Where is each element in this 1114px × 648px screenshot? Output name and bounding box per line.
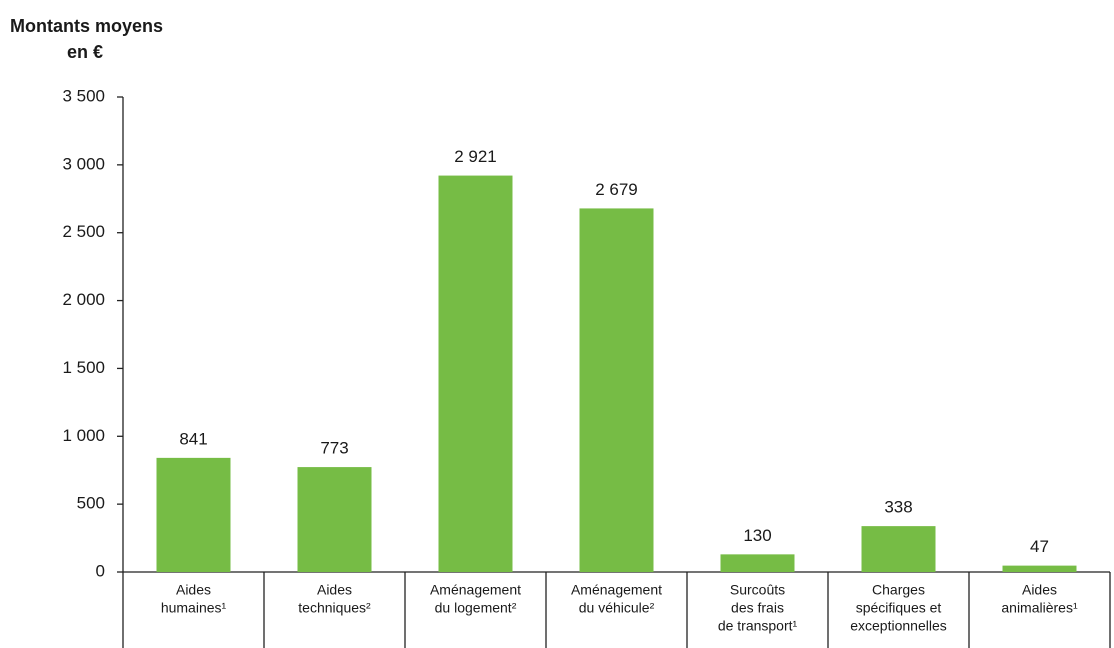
x-tick-label: Aides [317,582,352,598]
value-label: 338 [884,498,912,517]
y-tick-label: 2 500 [62,222,105,241]
x-tick-label: animalières¹ [1001,600,1078,616]
bar [438,175,513,573]
value-label: 2 921 [454,147,497,166]
y-axis-label: Montants moyens [10,16,163,36]
bar [861,526,936,572]
x-tick-label: du véhicule² [579,600,655,616]
bar [156,457,231,572]
y-tick-label: 1 500 [62,358,105,377]
y-tick-label: 3 000 [62,154,105,173]
y-axis-label: en € [67,42,103,62]
x-tick-label: spécifiques et [856,600,942,616]
value-label: 130 [743,526,771,545]
value-label: 841 [179,429,207,448]
y-tick-label: 1 000 [62,426,105,445]
x-tick-label: des frais [731,600,784,616]
value-label: 47 [1030,537,1049,556]
x-tick-label: Surcoûts [730,582,785,598]
x-tick-label: du logement² [435,600,517,616]
x-tick-label: Aides [1022,582,1057,598]
bar [579,208,654,572]
x-tick-label: Aménagement [571,582,662,598]
value-label: 773 [320,439,348,458]
bar [297,467,372,572]
bar [1002,565,1077,572]
x-tick-label: humaines¹ [161,600,227,616]
x-tick-label: Aménagement [430,582,521,598]
x-tick-label: exceptionnelles [850,618,947,634]
y-tick-label: 3 500 [62,86,105,105]
x-tick-label: Charges [872,582,925,598]
y-tick-label: 2 000 [62,290,105,309]
y-tick-label: 500 [77,494,105,513]
x-tick-label: Aides [176,582,211,598]
x-tick-label: techniques² [298,600,371,616]
y-tick-label: 0 [96,561,105,580]
value-label: 2 679 [595,180,638,199]
x-tick-label: de transport¹ [718,618,798,634]
bar [720,554,795,572]
